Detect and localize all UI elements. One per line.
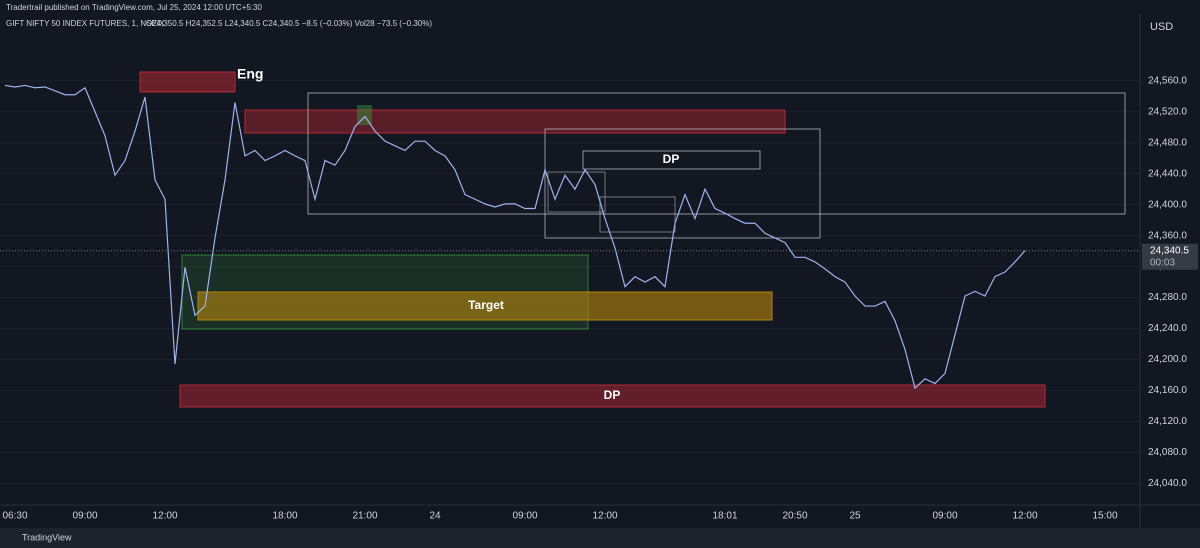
zone xyxy=(179,384,1046,408)
box xyxy=(599,196,676,233)
x-tick-label: 09:00 xyxy=(512,511,537,522)
y-tick-label: 24,040.0 xyxy=(1148,478,1187,489)
x-tick-label: 09:00 xyxy=(932,511,957,522)
x-tick-label: 06:30 xyxy=(2,511,27,522)
zones xyxy=(139,71,1126,408)
x-tick-label: 12:00 xyxy=(592,511,617,522)
x-tick-label: 18:01 xyxy=(712,511,737,522)
y-tick-label: 24,520.0 xyxy=(1148,106,1187,117)
symbol-title: GIFT NIFTY 50 INDEX FUTURES, 1, NSEIX xyxy=(6,19,165,28)
target-zone xyxy=(197,291,773,321)
zone xyxy=(244,109,786,134)
x-tick-label: 09:00 xyxy=(72,511,97,522)
annotation: Eng xyxy=(237,66,263,82)
x-tick-label: 21:00 xyxy=(352,511,377,522)
y-tick-label: 24,120.0 xyxy=(1148,416,1187,427)
y-tick-label: 24,080.0 xyxy=(1148,447,1187,458)
box xyxy=(544,128,821,239)
publisher: Tradertrail published on TradingView.com… xyxy=(6,3,262,12)
x-tick-label: 18:00 xyxy=(272,511,297,522)
x-tick-label: 25 xyxy=(849,511,861,522)
y-tick-label: 24,560.0 xyxy=(1148,75,1187,86)
y-tick-label: 24,280.0 xyxy=(1148,292,1187,303)
x-tick-label: 15:00 xyxy=(1092,511,1117,522)
x-tick-label: 12:00 xyxy=(152,511,177,522)
currency: USD xyxy=(1150,21,1173,33)
box xyxy=(547,171,606,213)
ohlc: O24,350.5 H24,352.5 L24,340.5 C24,340.5 … xyxy=(146,19,432,28)
box xyxy=(307,92,1126,215)
footer-brand: TradingView xyxy=(22,532,72,542)
box xyxy=(582,150,761,170)
zone xyxy=(139,71,236,93)
last-price-box xyxy=(1142,243,1198,270)
annotation: Target xyxy=(468,298,504,312)
y-tick-label: 24,440.0 xyxy=(1148,168,1187,179)
annotation: DP xyxy=(663,152,680,166)
y-tick-label: 24,240.0 xyxy=(1148,323,1187,334)
x-tick-label: 24 xyxy=(429,511,441,522)
y-tick-label: 24,200.0 xyxy=(1148,354,1187,365)
annotation: DP xyxy=(604,388,621,402)
footer-bar xyxy=(0,528,1200,548)
last-price-label: 24,340.5 xyxy=(1150,245,1189,256)
y-tick-label: 24,360.0 xyxy=(1148,230,1187,241)
price-line xyxy=(4,84,1026,390)
countdown: 00:03 xyxy=(1150,257,1175,268)
x-tick-label: 12:00 xyxy=(1012,511,1037,522)
x-tick-label: 20:50 xyxy=(782,511,807,522)
y-tick-label: 24,160.0 xyxy=(1148,385,1187,396)
y-tick-label: 24,480.0 xyxy=(1148,137,1187,148)
y-tick-label: 24,400.0 xyxy=(1148,199,1187,210)
